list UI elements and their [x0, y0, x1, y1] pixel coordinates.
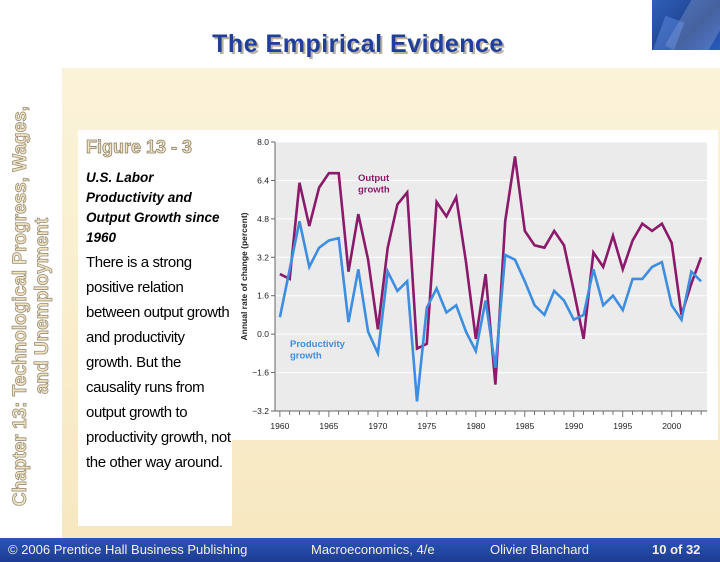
figure-text-panel: Figure 13 - 3 U.S. Labor Productivity an…	[78, 130, 232, 526]
plot-area	[275, 142, 707, 411]
footer-author: Olivier Blanchard	[490, 542, 589, 557]
y-axis-label: Annual rate of change (percent)	[239, 212, 249, 340]
x-tick-label: 1980	[466, 421, 485, 431]
output-growth-label-line: growth	[358, 185, 390, 196]
footer-page-number: 10 of 32	[652, 542, 701, 557]
y-tick-label: −1.6	[252, 368, 269, 378]
footer-book: Macroeconomics, 4/e	[311, 542, 435, 557]
x-tick-label: 1975	[417, 421, 436, 431]
figure-description: There is a strong positive relation betw…	[86, 254, 231, 471]
productivity-growth-label-line: Productivity	[290, 339, 346, 350]
corner-decoration	[652, 0, 720, 50]
chapter-side-title-text: Chapter 13: Technological Progress, Wage…	[10, 105, 54, 507]
x-tick-label: 1970	[368, 421, 387, 431]
x-tick-label: 1960	[270, 421, 289, 431]
output-growth-label: Output growth	[358, 173, 390, 196]
x-tick-label: 2000	[662, 421, 681, 431]
output-growth-label-line: Output	[358, 173, 390, 184]
footer-bar: © 2006 Prentice Hall Business Publishing…	[0, 538, 720, 562]
slide-title: The Empirical Evidence	[212, 30, 504, 58]
x-tick-label: 1985	[515, 421, 534, 431]
chart-panel: 8.0 6.4 4.8 3.2 1.6 0.0 −1.6 −3.2 1960 1965 1970 19…	[232, 130, 718, 440]
productivity-growth-line	[278, 221, 703, 402]
y-tick-label: 8.0	[257, 137, 269, 147]
chapter-side-title: Chapter 13: Technological Progress, Wage…	[4, 96, 60, 516]
x-tick-label: 1990	[564, 421, 583, 431]
y-tick-label: 6.4	[257, 175, 269, 185]
x-tick-label: 1965	[319, 421, 338, 431]
y-tick-label: 3.2	[257, 252, 269, 262]
figure-number: Figure 13 - 3	[86, 137, 193, 158]
x-tick-label: 1995	[613, 421, 632, 431]
figure-caption: U.S. Labor Productivity and Output Growt…	[86, 170, 220, 245]
footer-publisher: © 2006 Prentice Hall Business Publishing	[8, 542, 248, 557]
y-tick-label: −3.2	[252, 406, 269, 416]
y-tick-label: 1.6	[257, 291, 269, 301]
productivity-growth-label-line: growth	[290, 351, 322, 362]
y-tick-label: 4.8	[257, 214, 269, 224]
y-tick-label: 0.0	[257, 329, 269, 339]
productivity-growth-label: Productivity growth	[290, 339, 346, 362]
